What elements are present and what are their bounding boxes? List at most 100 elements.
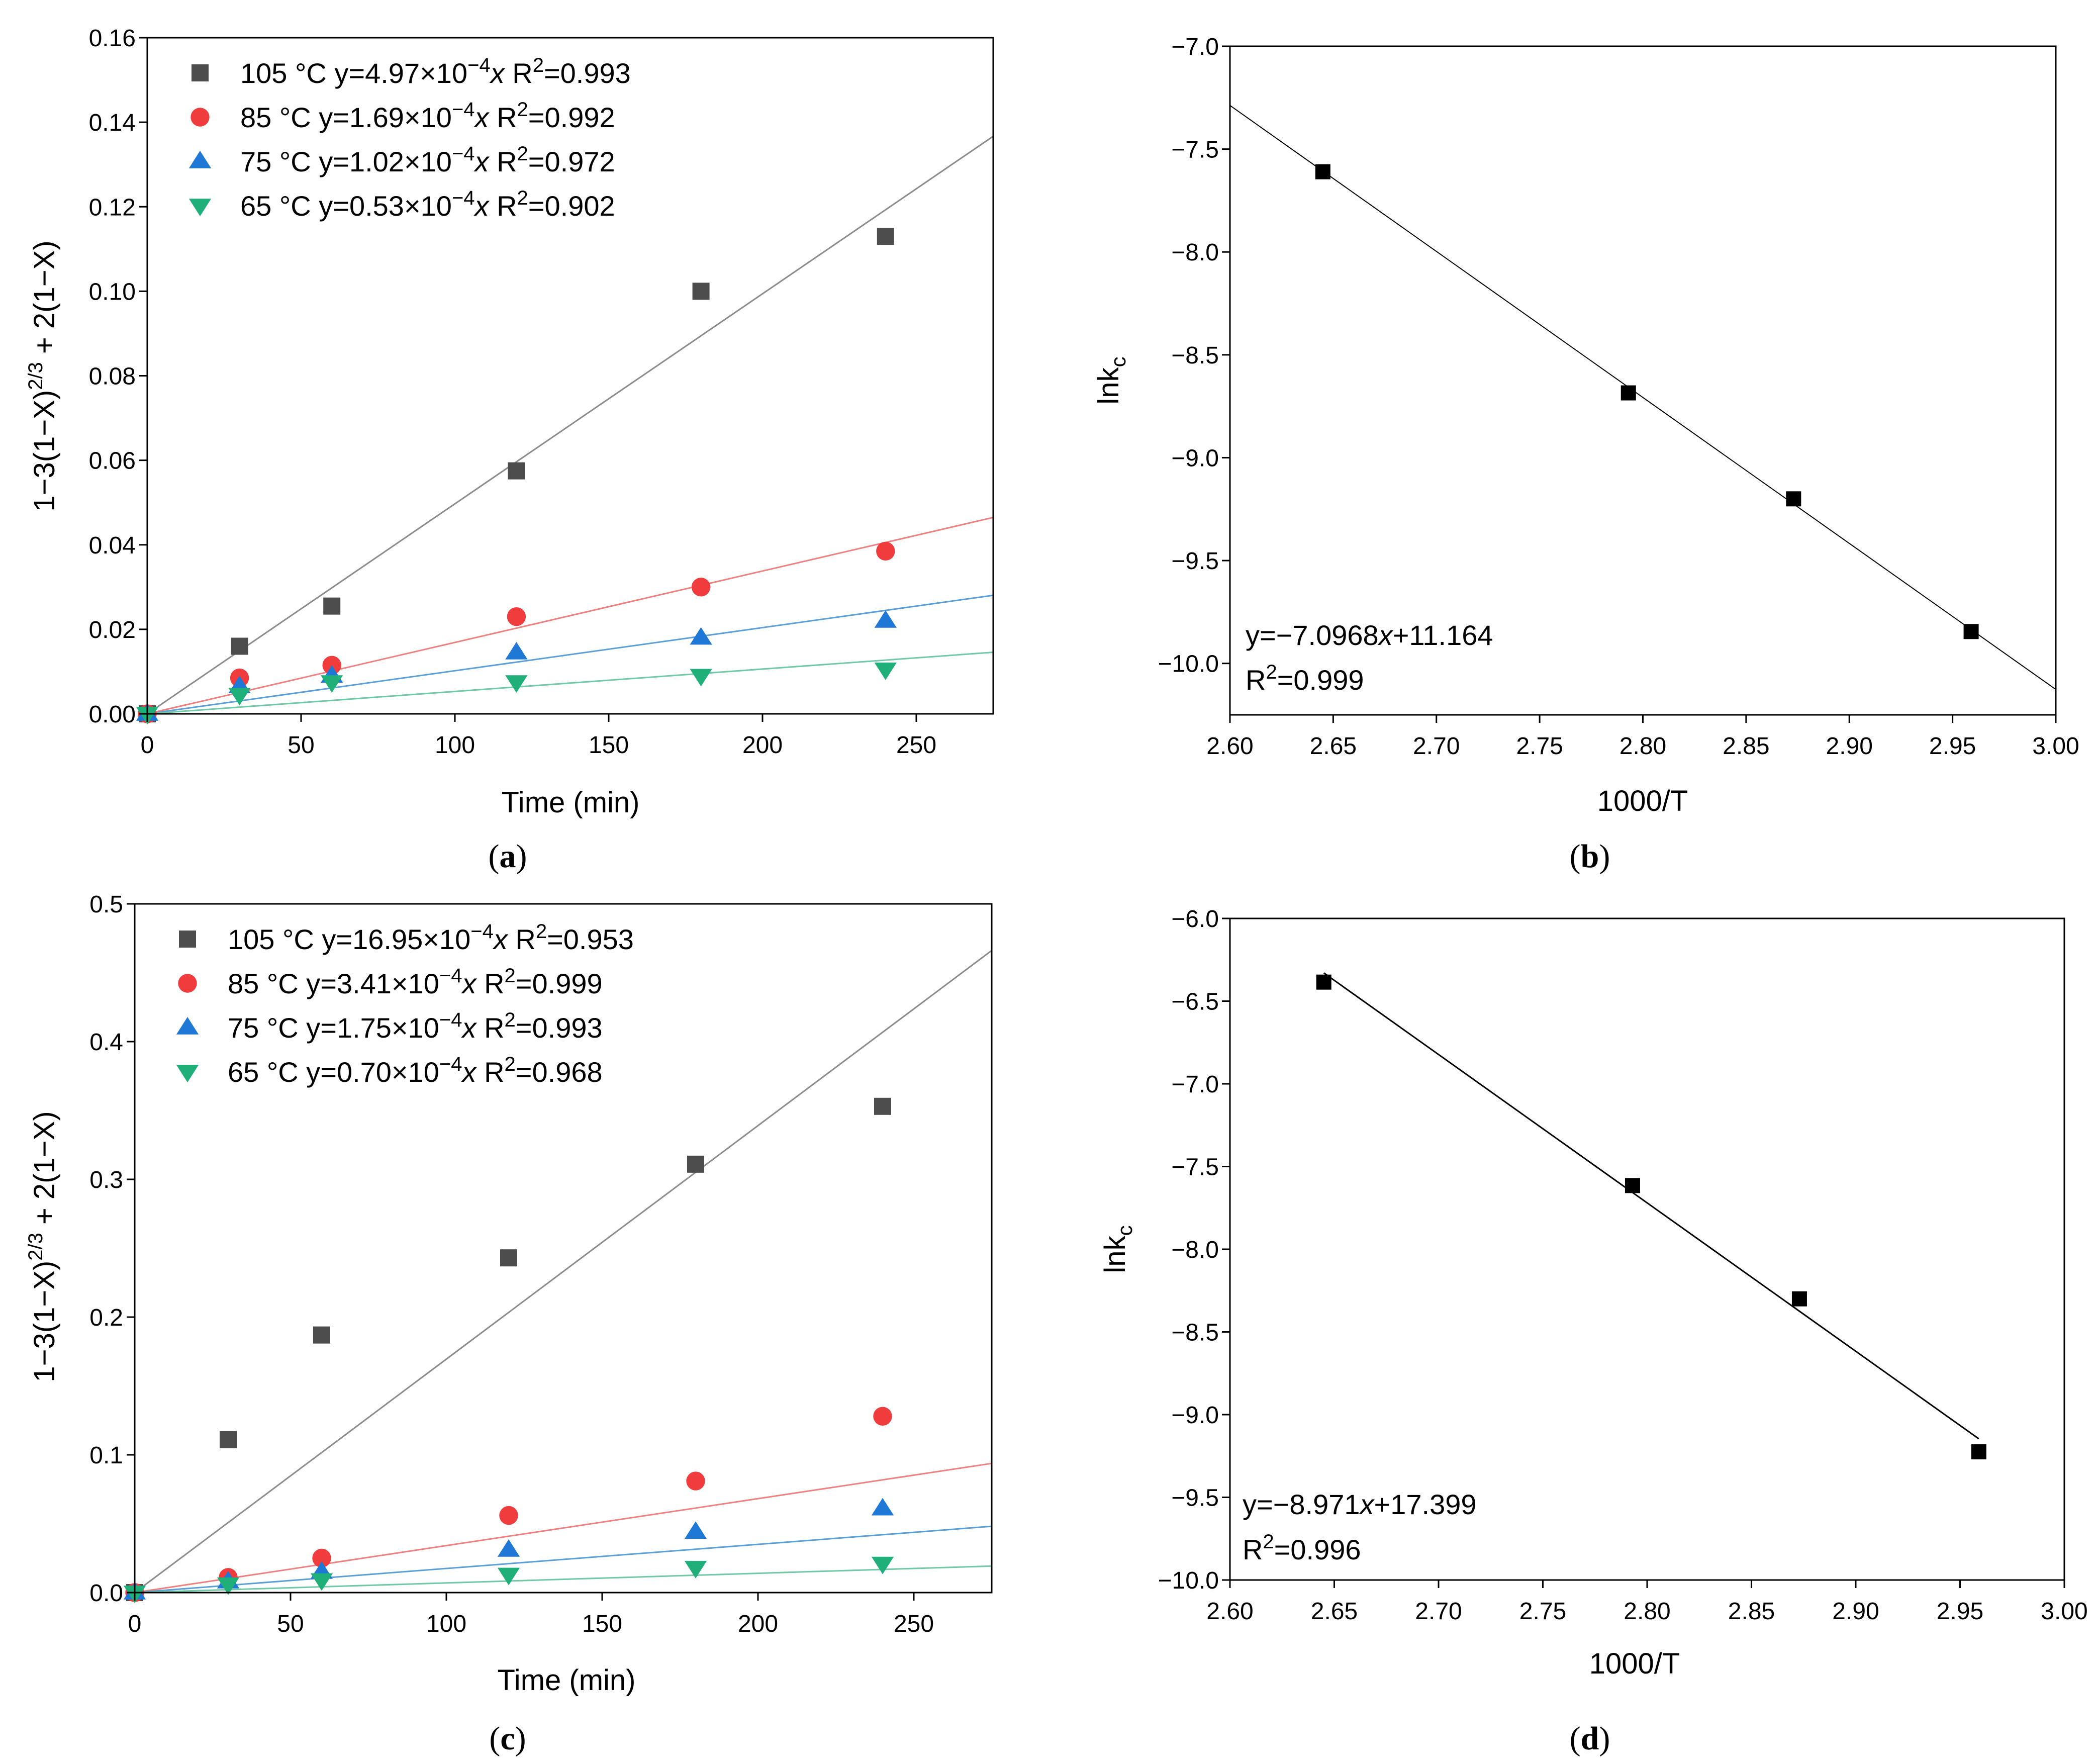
- x-tick-label: 50: [288, 732, 314, 759]
- data-point: [1791, 1291, 1807, 1307]
- y-tick-label: −9.5: [1171, 548, 1219, 575]
- panel-d-y-ticks: −10.0 −9.5 −9.0 −8.5 −8.0 −7.5 −7.0 −6.5 −6.0: [1158, 906, 1230, 1594]
- data-point-75c: [871, 1498, 894, 1516]
- y-tick-label: 0.04: [89, 532, 136, 559]
- y-tick-label: −7.0: [1171, 34, 1219, 60]
- data-point-65c: [874, 663, 897, 680]
- legend-entry: 75 °C y=1.02×10−4x R2=0.972: [240, 143, 615, 177]
- legend-entry: 105 °C y=4.97×10−4x R2=0.993: [240, 54, 631, 89]
- panel-d-equation: y=−8.971x+17.399: [1243, 1489, 1477, 1520]
- x-tick-label: 2.75: [1519, 1598, 1566, 1625]
- fit-line-85c: [147, 516, 994, 715]
- data-point-105c: [500, 1249, 517, 1267]
- y-tick-label: −9.5: [1171, 1485, 1219, 1512]
- x-tick-label: 100: [426, 1611, 466, 1637]
- data-point-105c: [508, 462, 525, 480]
- y-tick-label: 0.3: [89, 1167, 123, 1193]
- data-point-65c: [690, 669, 712, 687]
- data-point-65c: [228, 688, 251, 706]
- data-point: [1971, 1444, 1986, 1460]
- data-point-105c: [323, 597, 341, 615]
- fit-line: [1229, 105, 2056, 690]
- x-tick-label: 0: [141, 732, 154, 759]
- panel-d-x-axis-label: 1000/T: [1589, 1647, 1680, 1680]
- panel-d-r-squared: R2=0.996: [1243, 1531, 1361, 1565]
- legend-entry: 85 °C y=3.41×10−4x R2=0.999: [228, 965, 603, 999]
- x-tick-label: 2.85: [1728, 1598, 1775, 1625]
- data-point-105c: [231, 637, 248, 655]
- fit-line-65c: [147, 651, 994, 715]
- data-point-65c: [684, 1560, 707, 1579]
- legend-entry: 75 °C y=1.75×10−4x R2=0.993: [228, 1009, 603, 1044]
- x-tick-label: 100: [435, 732, 475, 759]
- data-point-75c: [684, 1521, 707, 1539]
- panel-b: 2.60 2.65 2.70 2.75 2.80 2.85 2.90 2.95 3.00 −10…: [1092, 34, 2079, 875]
- legend-entry: 65 °C y=0.70×10−4x R2=0.968: [228, 1053, 603, 1088]
- panel-b-r-squared: R2=0.999: [1246, 661, 1364, 696]
- panel-c-plot-area: [123, 950, 992, 1604]
- y-tick-label: −8.5: [1171, 342, 1219, 369]
- legend-marker: [190, 108, 210, 127]
- panel-a-caption: (a): [489, 838, 527, 875]
- fit-line-75c: [134, 1525, 992, 1594]
- x-tick-label: 3.00: [2041, 1598, 2087, 1625]
- data-point-75c: [497, 1539, 520, 1557]
- x-tick-label: 2.95: [1937, 1598, 1983, 1625]
- data-point-105c: [877, 228, 894, 245]
- y-tick-label: −9.0: [1171, 445, 1219, 472]
- legend-marker: [176, 1065, 199, 1083]
- y-tick-label: −8.0: [1171, 239, 1219, 266]
- y-tick-label: 0.00: [89, 701, 136, 728]
- panel-a-legend: 105 °C y=4.97×10−4x R2=0.993 85 °C y=1.69…: [188, 54, 631, 222]
- data-point-75c: [874, 610, 897, 628]
- legend-marker: [188, 199, 212, 217]
- legend-marker: [176, 1016, 199, 1035]
- data-point-65c: [321, 675, 343, 693]
- x-tick-label: 2.60: [1206, 733, 1253, 760]
- y-tick-label: 0.02: [89, 617, 136, 643]
- legend-marker: [192, 64, 209, 81]
- panel-a-y-axis-label: 1−3(1−X)2/3 + 2(1−X): [25, 240, 61, 511]
- y-tick-label: −9.0: [1171, 1402, 1219, 1429]
- data-point: [1621, 385, 1636, 401]
- panel-c-caption: (c): [489, 1720, 526, 1757]
- x-tick-label: 250: [894, 1611, 934, 1637]
- data-point-75c: [690, 627, 712, 645]
- panel-b-plot-area: [1229, 105, 2056, 690]
- fit-line-65c: [134, 1565, 992, 1594]
- data-point: [1963, 624, 1979, 639]
- data-point-85c: [873, 1407, 892, 1426]
- data-point-105c: [687, 1155, 704, 1173]
- data-point-105c: [313, 1326, 330, 1344]
- x-tick-label: 0: [128, 1611, 142, 1637]
- y-tick-label: 0.08: [89, 363, 136, 390]
- x-tick-label: 150: [589, 732, 629, 759]
- y-tick-label: 0.10: [89, 278, 136, 305]
- x-tick-label: 2.70: [1413, 733, 1460, 760]
- panel-c: 0 50 100 150 200 250 0.0 0.1 0.2 0.3 0.4 0.5 Time …: [25, 891, 993, 1757]
- x-tick-label: 2.90: [1826, 733, 1873, 760]
- fit-line-85c: [134, 1462, 992, 1594]
- panel-d-x-ticks: 2.60 2.65 2.70 2.75 2.80 2.85 2.90 2.95 3.00: [1206, 1580, 2088, 1625]
- x-tick-label: 2.65: [1310, 733, 1357, 760]
- panel-c-x-ticks: 0 50 100 150 200 250: [128, 1593, 934, 1637]
- data-point-85c: [499, 1506, 518, 1525]
- y-tick-label: 0.0: [89, 1580, 123, 1607]
- y-tick-label: 0.12: [89, 194, 136, 221]
- data-point-65c: [497, 1567, 520, 1586]
- panel-a: 0 50 100 150 200 250 0.00 0.02 0.04 0.06 0.08 0.10…: [25, 25, 994, 875]
- data-point-65c: [217, 1577, 240, 1595]
- panel-c-y-axis-label: 1−3(1−X)2/3 + 2(1−X): [25, 1111, 61, 1382]
- y-tick-label: 0.14: [89, 110, 136, 136]
- panel-b-caption: (b): [1570, 838, 1610, 875]
- panel-a-x-axis-label: Time (min): [502, 786, 640, 819]
- y-tick-label: −10.0: [1158, 1567, 1219, 1594]
- legend-entry: 85 °C y=1.69×10−4x R2=0.992: [240, 99, 615, 133]
- fit-line-105c: [147, 135, 994, 715]
- panel-d-caption: (d): [1570, 1720, 1610, 1757]
- x-tick-label: 200: [742, 732, 783, 759]
- legend-entry: 105 °C y=16.95×10−4x R2=0.953: [228, 920, 634, 955]
- y-tick-label: −6.5: [1171, 989, 1219, 1015]
- x-tick-label: 2.60: [1206, 1598, 1253, 1625]
